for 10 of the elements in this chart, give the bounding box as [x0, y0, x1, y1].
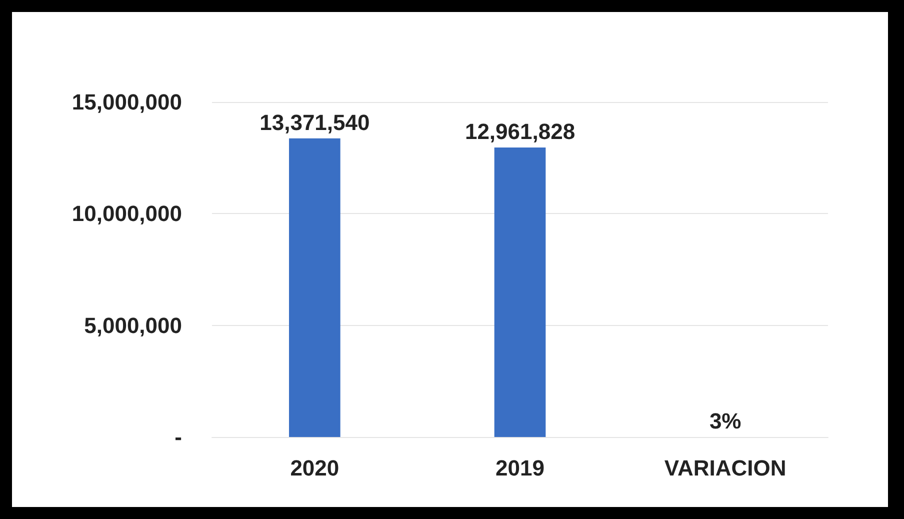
y-tick-label: 5,000,000 — [84, 312, 182, 338]
data-label: 13,371,540 — [260, 110, 370, 135]
x-tick-label: 2020 — [290, 456, 340, 480]
data-label: 12,961,828 — [464, 119, 576, 144]
y-tick-label: - — [174, 424, 182, 450]
data-label: 3% — [709, 408, 742, 434]
x-tick-label: 2019 — [496, 456, 544, 480]
y-tick-label: 10,000,000 — [72, 201, 182, 226]
y-tick-label: 15,000,000 — [72, 90, 182, 114]
x-tick-label: VARIACION — [664, 456, 786, 480]
